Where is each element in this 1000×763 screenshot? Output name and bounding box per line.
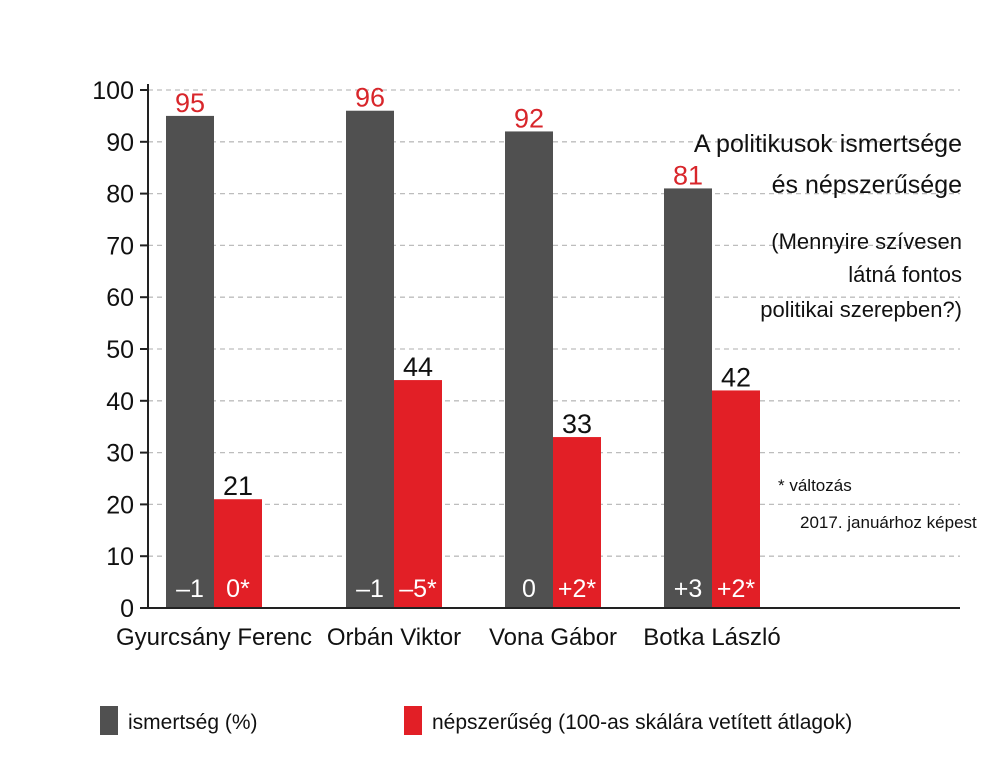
- change-label: +2*: [717, 575, 756, 603]
- category-label: Orbán Viktor: [327, 624, 461, 651]
- bar-nepszeruseg: [214, 499, 262, 608]
- category-label: Vona Gábor: [489, 624, 617, 651]
- chart-title-line-2: és népszerűsége: [772, 171, 962, 199]
- bar-nepszeruseg: [394, 380, 442, 608]
- category-label: Gyurcsány Ferenc: [116, 624, 312, 651]
- change-label: 0*: [226, 575, 250, 603]
- data-label: 96: [355, 83, 385, 113]
- category-label: Botka László: [643, 624, 780, 651]
- chart-subtitle-line-2: látná fontos: [848, 262, 962, 287]
- data-label: 42: [721, 362, 751, 392]
- change-label: –1: [176, 575, 204, 603]
- bar-nepszeruseg: [712, 390, 760, 608]
- y-tick-label: 100: [92, 77, 134, 105]
- y-tick-label: 90: [106, 129, 134, 157]
- change-label: +2*: [558, 575, 597, 603]
- legend-label-ismertseg: ismertség (%): [128, 711, 258, 734]
- legend-swatch-nepszeruseg: [404, 706, 422, 735]
- y-tick-label: 0: [120, 595, 134, 623]
- y-axis-ticks: 0 10 20 30 40 50 60 70 80 90 100: [92, 77, 148, 623]
- change-label: +3: [674, 575, 703, 603]
- y-tick-label: 60: [106, 284, 134, 312]
- chart-title-line-1: A politikusok ismertsége: [694, 130, 962, 158]
- bar-nepszeruseg: [553, 437, 601, 608]
- footnote-line-2: 2017. januárhoz képest: [800, 513, 977, 532]
- bar-ismertseg: [346, 110, 394, 608]
- legend: ismertség (%) népszerűség (100-as skálár…: [100, 706, 852, 735]
- data-label: 95: [175, 88, 205, 118]
- bars: 95 –1 21 0* 96 –1 44 –5* 92 0 33 +2* 81 +3 42 +2*: [166, 83, 760, 609]
- y-tick-label: 40: [106, 388, 134, 416]
- data-label: 21: [223, 471, 253, 501]
- footnote-line-1: * változás: [778, 476, 852, 495]
- chart-subtitle-line-3: politikai szerepben?): [760, 297, 962, 322]
- data-label: 33: [562, 409, 592, 439]
- data-label: 92: [514, 103, 544, 133]
- y-tick-label: 70: [106, 232, 134, 260]
- legend-label-nepszeruseg: népszerűség (100-as skálára vetített átl…: [432, 711, 852, 734]
- y-tick-label: 50: [106, 336, 134, 364]
- change-label: 0: [522, 575, 536, 603]
- legend-swatch-ismertseg: [100, 706, 118, 735]
- y-tick-label: 10: [106, 543, 134, 571]
- y-tick-label: 20: [106, 491, 134, 519]
- bar-ismertseg: [664, 188, 712, 609]
- data-label: 81: [673, 160, 703, 190]
- bar-ismertseg: [166, 115, 214, 609]
- data-label: 44: [403, 352, 433, 382]
- change-label: –5*: [399, 575, 437, 603]
- y-tick-label: 30: [106, 440, 134, 468]
- change-label: –1: [356, 575, 384, 603]
- y-tick-label: 80: [106, 181, 134, 209]
- gridlines: [148, 89, 960, 557]
- bar-ismertseg: [505, 131, 553, 608]
- chart-subtitle-line-1: (Mennyire szívesen: [771, 229, 962, 254]
- category-labels: Gyurcsány Ferenc Orbán Viktor Vona Gábor Bo…: [116, 624, 781, 651]
